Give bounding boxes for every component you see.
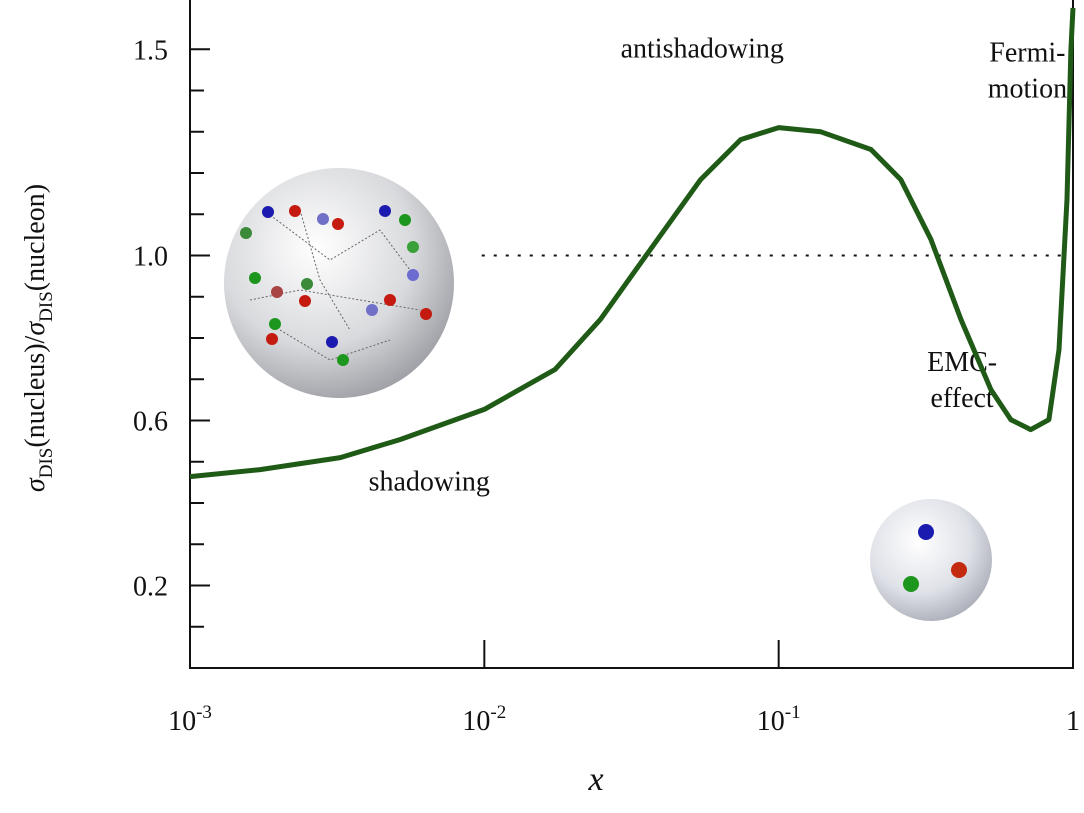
x-tick-label: 1 [1066,706,1080,737]
annotation: Fermi- [989,38,1065,69]
annotation: shadowing [369,467,490,498]
y-label-part: σ [20,321,51,336]
y-label-part: σ [20,477,51,492]
y-label-part: (nucleon) [20,184,51,291]
annotation: motion [988,74,1067,105]
y-axis-label: σDIS(nucleus)/σDIS(nucleon) [20,184,57,492]
nucleus-illustration [224,168,992,621]
y-tick-label: 1.0 [133,242,168,273]
x-tick-label: 10-1 [757,702,801,737]
annotation: effect [931,383,994,414]
x-tick-label: 10-2 [462,702,506,737]
x-tick-exponent: -2 [490,702,506,723]
plot-area [189,0,1074,669]
x-tick-base: 10 [168,706,196,737]
x-tick-base: 10 [462,706,490,737]
x-tick-label: 10-3 [168,702,212,737]
y-tick-label: 0.2 [133,572,168,603]
x-tick-base: 10 [757,706,785,737]
y-label-part: DIS [36,448,57,479]
annotation: antishadowing [621,34,784,65]
y-tick-label: 1.5 [133,35,168,66]
x-axis-label: x [587,761,603,798]
y-label-part: DIS [36,291,57,322]
data-line [189,7,1076,480]
axes-frame [189,0,1074,669]
y-tick-label: 0.6 [133,407,168,438]
x-tick-exponent: -1 [785,702,801,723]
x-tick-exponent: -3 [196,702,212,723]
y-label-part: (nucleus)/ [20,335,51,447]
